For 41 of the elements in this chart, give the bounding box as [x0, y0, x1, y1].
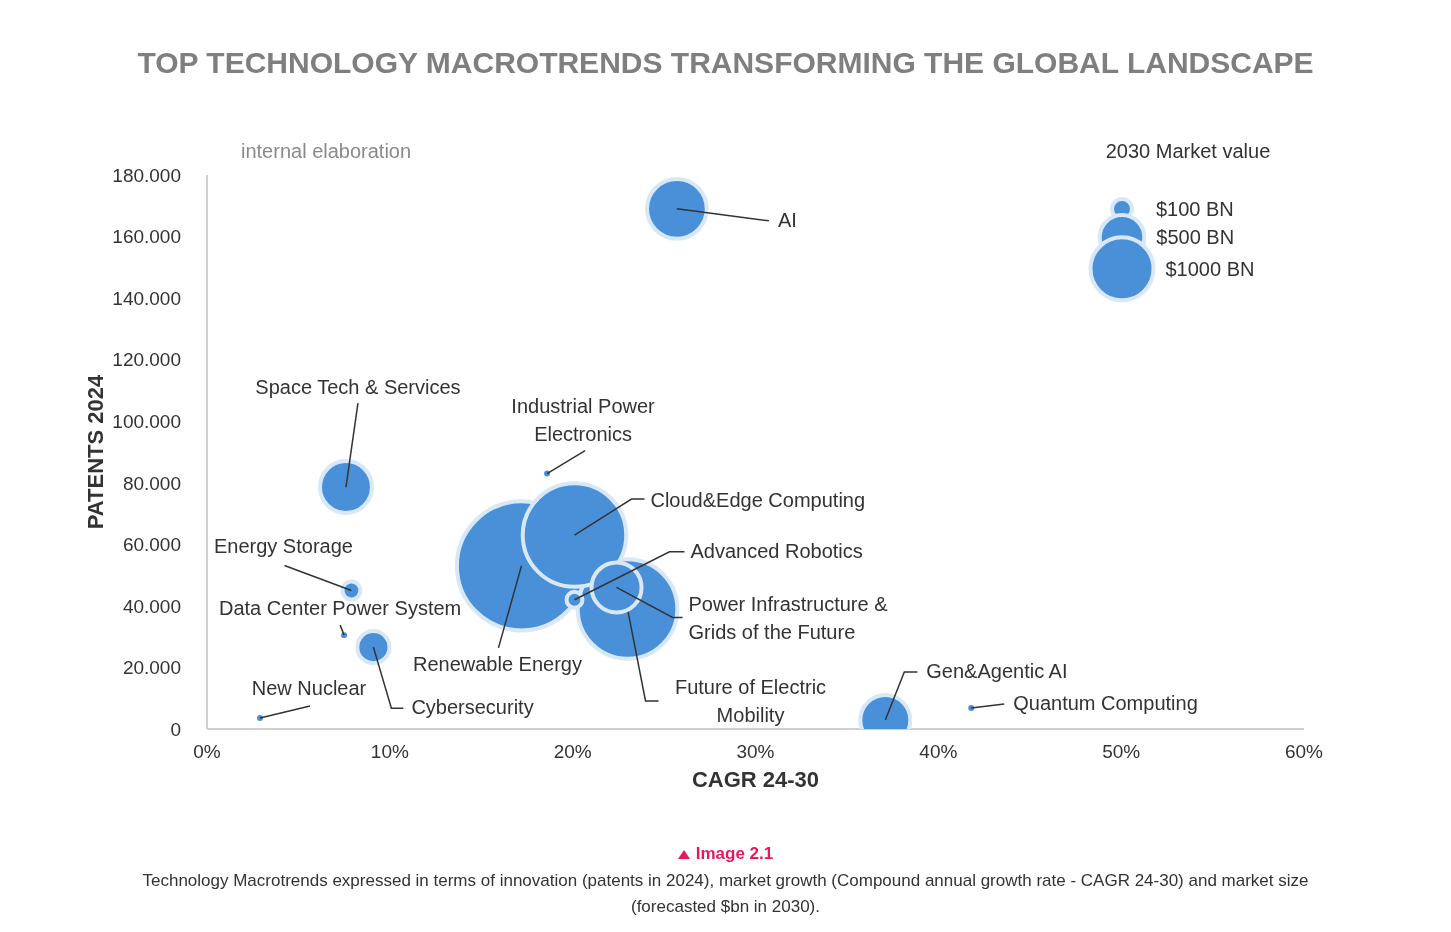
y-tick-label: 40.000 — [122, 595, 181, 617]
text: Cybersecurity — [411, 696, 534, 719]
series-label: Quantum Computing — [1013, 692, 1198, 715]
text: Power Infrastructure & Grids of the Future — [688, 593, 889, 644]
y-tick-label: 0 — [170, 718, 181, 740]
x-tick-label: 0% — [193, 741, 221, 763]
series-label: Renewable Energy — [412, 652, 582, 675]
x-tick-label: 30% — [736, 741, 775, 763]
y-tick-label: 140.000 — [112, 287, 181, 309]
y-axis-title: PATENTS 2024 — [82, 374, 108, 530]
series-label: Cloud&Edge Computing — [650, 489, 866, 512]
series-label: Data Center Power System — [218, 597, 462, 620]
text: Space Tech & Services — [255, 376, 461, 399]
text: internal elaboration — [241, 140, 412, 163]
y-tick-label: 180.000 — [112, 164, 181, 186]
x-axis-title: CAGR 24-30 — [691, 767, 820, 792]
y-tick-label: 120.000 — [112, 349, 181, 371]
legend-label: $1000 BN — [1165, 257, 1255, 280]
x-tick-label: 20% — [553, 741, 592, 763]
y-tick-label: 60.000 — [122, 534, 181, 556]
x-tick-label: 60% — [1284, 741, 1324, 763]
text: Advanced Robotics — [690, 539, 863, 562]
series-label: Energy Storage — [213, 534, 353, 557]
text: Image 2.1 — [695, 844, 774, 864]
y-tick-label: 160.000 — [112, 226, 181, 248]
x-tick-label: 50% — [1102, 741, 1141, 763]
text: Industrial Power Electronics — [511, 394, 656, 445]
x-tick-label: 40% — [919, 741, 958, 763]
chart-title: TOP TECHNOLOGY MACROTRENDS TRANSFORMING THE GLOBAL LANDSCAPE — [136, 45, 1315, 81]
y-tick-label: 100.000 — [112, 410, 181, 432]
y-tick-label: 80.000 — [122, 472, 181, 494]
x-tick-label: 10% — [370, 741, 409, 763]
series-label: New Nuclear — [251, 676, 367, 699]
series-label: Future of Electric Mobility — [674, 675, 827, 726]
legend-label: $100 BN — [1155, 198, 1234, 220]
text: Technology Macrotrends expressed in terms of innovation (patents in 2024), market growth (Compound annual growth rate - CAGR 24-30) and market size (forecasted $bn in 2030). — [141, 870, 1310, 918]
text: AI — [777, 208, 797, 231]
legend-label: $500 BN — [1156, 226, 1235, 249]
y-tick-label: 20.000 — [122, 657, 181, 679]
legend-title: 2030 Market value — [1104, 140, 1272, 163]
series-label: Gen&Agentic AI — [926, 660, 1068, 683]
